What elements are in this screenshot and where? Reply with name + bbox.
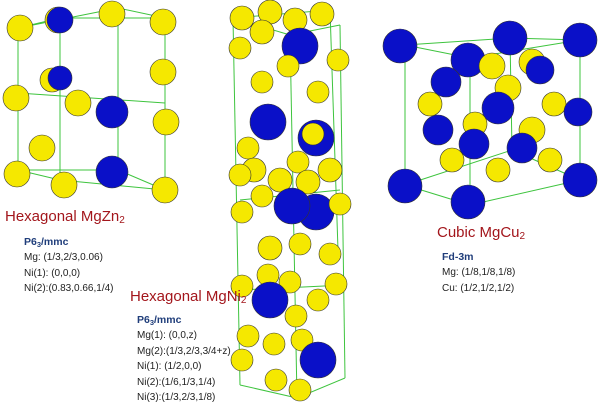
- ni-atom: [6, 14, 34, 42]
- ni-atom: [267, 167, 293, 193]
- ni-atom: [301, 122, 325, 146]
- position-line: Mg: (1/3,2/3,0.06): [24, 252, 103, 263]
- mg-atom: [492, 20, 528, 56]
- ni-atom: [228, 36, 252, 60]
- ni-atom: [236, 136, 260, 160]
- mgcu2-positions: Mg: (1/8,1/8,1/8) Cu: (1/2,1/2,1/2): [442, 265, 515, 296]
- mg-atom: [563, 97, 593, 127]
- mg-atom: [47, 65, 73, 91]
- ni-atom: [250, 70, 274, 94]
- position-line: Mg(1): (0,0,z): [137, 330, 198, 341]
- ni-atom: [50, 171, 78, 199]
- position-line: Mg(2):(1/3,2/3,3/4+z): [137, 345, 231, 357]
- ni-atom: [230, 200, 254, 224]
- ni-atom: [284, 304, 308, 328]
- ni-atom: [151, 176, 179, 204]
- ni-atom: [2, 84, 30, 112]
- ni-atom: [541, 91, 567, 117]
- ni-atom: [249, 19, 275, 45]
- mg-atom: [506, 132, 538, 164]
- ni-atom: [295, 169, 321, 195]
- ni-atom: [485, 157, 511, 183]
- ni-atom: [264, 368, 288, 392]
- mgni2-atoms: [228, 0, 352, 402]
- position-line: Ni(1): (1/2,0,0): [137, 361, 202, 373]
- ni-atom: [537, 147, 563, 173]
- mg-atom: [562, 162, 598, 198]
- ni-atom: [236, 324, 260, 348]
- mg-atom: [382, 28, 418, 64]
- mg-atom: [95, 95, 129, 129]
- ni-atom: [478, 52, 506, 80]
- mgzn2-positions: Mg: (1/3,2/3,0.06) Ni(1): (0,0,0) Ni(2):…: [24, 250, 114, 297]
- mgzn2-cell-frame: [17, 7, 166, 191]
- ni-atom: [149, 58, 177, 86]
- ni-atom: [326, 48, 350, 72]
- ni-atom: [288, 378, 312, 402]
- ni-atom: [276, 54, 300, 78]
- mg-atom: [249, 103, 287, 141]
- mg-atom: [481, 91, 515, 125]
- ni-atom: [306, 80, 330, 104]
- mgzn2-title: Hexagonal MgZn2: [5, 208, 125, 226]
- mg-atom: [422, 114, 454, 146]
- ni-atom: [286, 150, 310, 174]
- ni-atom: [309, 1, 335, 27]
- mgcu2-spacegroup: Fd-3m: [442, 251, 474, 263]
- ni-atom: [257, 235, 283, 261]
- ni-atom: [152, 108, 180, 136]
- mgzn2-atoms: [2, 0, 180, 204]
- ni-atom: [288, 232, 312, 256]
- mg-atom: [251, 281, 289, 319]
- position-line: Ni(3):(1/3,2/3,1/8): [137, 392, 216, 404]
- mgni2-spacegroup: P63/mmc: [137, 314, 182, 327]
- position-line: Mg: (1/8,1/8,1/8): [442, 267, 516, 278]
- mg-atom: [450, 184, 486, 220]
- mg-atom: [95, 155, 129, 189]
- mg-atom: [46, 6, 74, 34]
- ni-atom: [98, 0, 126, 28]
- ni-atom: [230, 348, 254, 372]
- ni-atom: [229, 5, 255, 31]
- ni-atom: [3, 160, 31, 188]
- mgzn2-spacegroup: P63/mmc: [24, 236, 69, 249]
- position-line: Ni(2):(0.83,0.66,1/4): [24, 283, 114, 295]
- ni-atom: [417, 91, 443, 117]
- ni-atom: [149, 8, 177, 36]
- ni-atom: [328, 192, 352, 216]
- mg-atom: [299, 341, 337, 379]
- ni-atom: [439, 147, 465, 173]
- mgni2-positions: Mg(1): (0,0,z) Mg(2):(1/3,2/3,3/4+z) Ni(…: [137, 328, 231, 406]
- ni-atom: [228, 163, 252, 187]
- mg-atom: [430, 66, 462, 98]
- position-line: Ni(2):(1/6,1/3,1/4): [137, 376, 216, 388]
- ni-atom: [64, 89, 92, 117]
- ni-atom: [324, 272, 348, 296]
- mg-atom: [458, 128, 490, 160]
- ni-atom: [230, 274, 254, 298]
- ni-atom: [250, 184, 274, 208]
- ni-atom: [278, 270, 302, 294]
- mg-atom: [281, 27, 319, 65]
- ni-atom: [318, 242, 342, 266]
- mg-atom: [273, 187, 311, 225]
- ni-atom: [306, 288, 330, 312]
- mg-atom: [562, 22, 598, 58]
- ni-atom: [317, 157, 343, 183]
- ni-atom: [28, 134, 56, 162]
- position-line: Cu: (1/2,1/2,1/2): [442, 282, 515, 294]
- mgni2-title: Hexagonal MgNi2: [130, 288, 247, 306]
- mg-atom: [525, 55, 555, 85]
- mgcu2-atoms: [382, 20, 598, 220]
- mg-atom: [387, 168, 423, 204]
- ni-atom: [262, 332, 286, 356]
- mgcu2-title: Cubic MgCu2: [437, 224, 526, 242]
- position-line: Ni(1): (0,0,0): [24, 267, 81, 279]
